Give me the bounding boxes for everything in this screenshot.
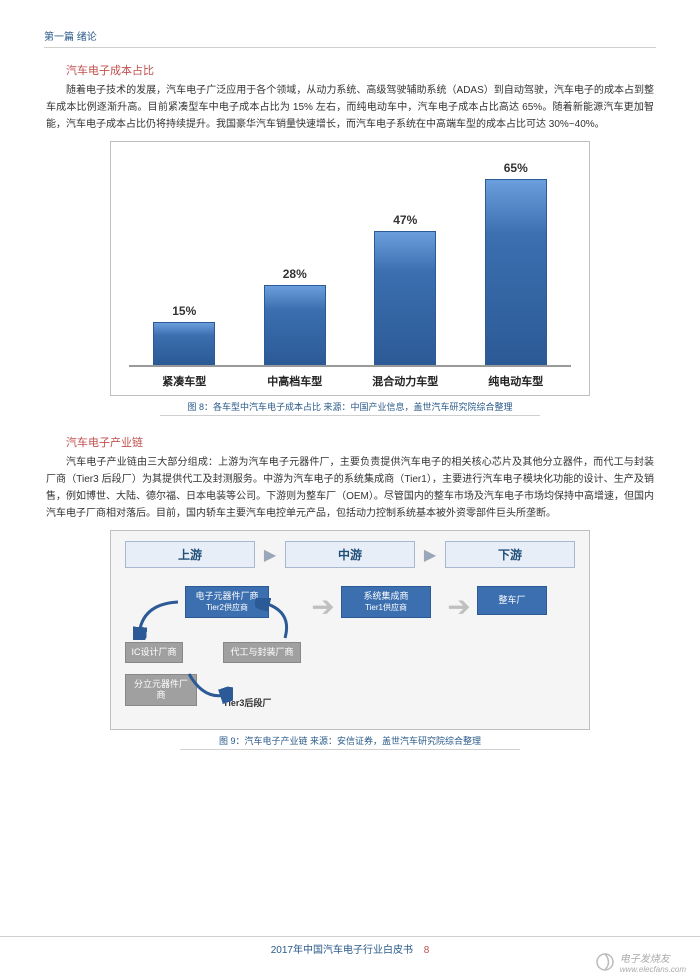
- arrow-icon: ▶: [424, 545, 436, 565]
- bar: [153, 322, 215, 365]
- node-oem: 整车厂: [477, 586, 547, 615]
- section1-paragraph: 随着电子技术的发展，汽车电子广泛应用于各个领域，从动力系统、高级驾驶辅助系统（A…: [44, 82, 656, 133]
- cost-share-chart: 15% 28% 47% 65% 紧凑车型中高档车型混合动力车型纯电动车型: [110, 141, 590, 396]
- big-arrow-icon: ➔: [441, 586, 477, 623]
- bar: [374, 231, 436, 365]
- category-label: 紧凑车型: [136, 373, 233, 389]
- diagram-caption: 图 9：汽车电子产业链 来源：安信证券，盖世汽车研究院综合整理: [180, 734, 520, 750]
- section2-title: 汽车电子产业链: [44, 434, 656, 450]
- node-ic-design: IC设计厂商: [125, 642, 183, 663]
- section1-title: 汽车电子成本占比: [44, 62, 656, 78]
- bar-value-label: 47%: [393, 213, 417, 227]
- section2-paragraph: 汽车电子产业链由三大部分组成：上游为汽车电子元器件厂，主要负责提供汽车电子的相关…: [44, 454, 656, 522]
- arrow-icon: ▶: [264, 545, 276, 565]
- big-arrow-icon: ➔: [305, 586, 341, 623]
- bar-column: 15%: [136, 304, 233, 365]
- footer-title: 2017年中国汽车电子行业白皮书: [271, 945, 413, 956]
- node-system-integrator: 系统集成商 Tier1供应商: [341, 586, 431, 618]
- node-line1: 电子元器件厂商: [195, 591, 258, 601]
- midstream-tab: 中游: [285, 541, 415, 568]
- node-line2: Tier1供应商: [365, 603, 407, 612]
- bar-column: 28%: [246, 267, 343, 365]
- bar-value-label: 15%: [172, 304, 196, 318]
- category-label: 混合动力车型: [357, 373, 454, 389]
- breadcrumb: 第一篇 绪论: [44, 28, 656, 48]
- bar-value-label: 28%: [283, 267, 307, 281]
- watermark-brand: 电子发烧友: [620, 950, 686, 965]
- bar-value-label: 65%: [504, 161, 528, 175]
- node-foundry-line1: 代工与封装厂商: [223, 642, 301, 663]
- industry-chain-diagram: 上游 ▶ 中游 ▶ 下游 电子元器件厂商 Tier2供应商 IC设计厂商 代工与…: [110, 530, 590, 730]
- upstream-tab: 上游: [125, 541, 255, 568]
- bar-column: 65%: [467, 161, 564, 365]
- node-line1: 系统集成商: [363, 591, 408, 601]
- node-line2: Tier2供应商: [206, 603, 248, 612]
- upstream-cluster: 电子元器件厂商 Tier2供应商 IC设计厂商 代工与封装厂商 分立元器件厂商 …: [125, 586, 305, 716]
- bar: [485, 179, 547, 365]
- category-label: 中高档车型: [246, 373, 343, 389]
- bar: [264, 285, 326, 365]
- bar-column: 47%: [357, 213, 454, 365]
- chart-caption: 图 8：各车型中汽车电子成本占比 来源：中国产业信息，盖世汽车研究院综合整理: [160, 400, 540, 416]
- downstream-tab: 下游: [445, 541, 575, 568]
- watermark: 电子发烧友 www.elecfans.com: [594, 950, 686, 974]
- page-number: 8: [424, 945, 430, 956]
- watermark-url: www.elecfans.com: [620, 965, 686, 974]
- logo-icon: [594, 951, 616, 973]
- category-label: 纯电动车型: [467, 373, 564, 389]
